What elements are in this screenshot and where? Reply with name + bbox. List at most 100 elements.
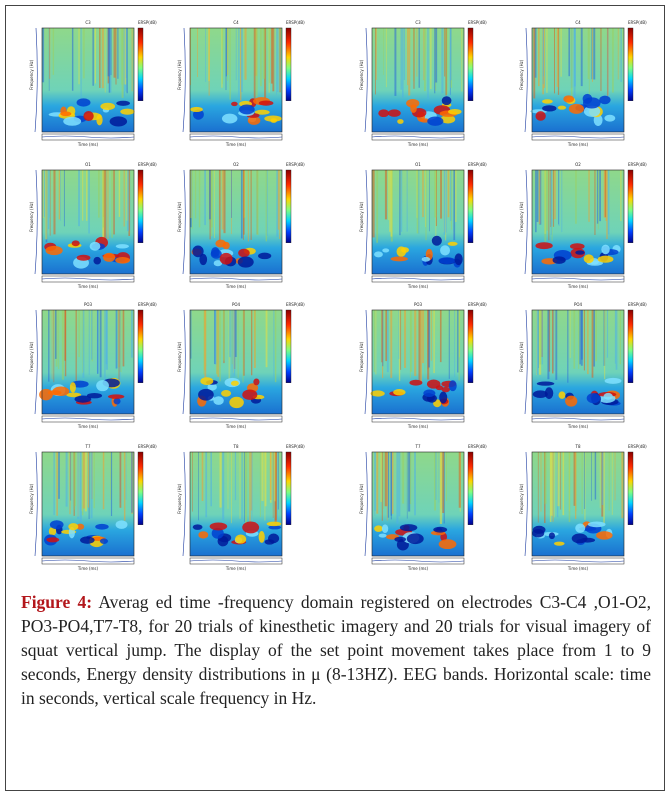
spectrogram-stripe — [445, 28, 447, 96]
spectrogram-stripe — [105, 310, 108, 365]
x-axis-label: Time (ms) — [407, 142, 429, 147]
spectrogram-blob — [108, 394, 125, 399]
spectrogram-stripe — [221, 170, 224, 230]
spectrogram-stripe — [99, 310, 102, 378]
spectrogram-stripe — [442, 452, 445, 513]
spectrogram-stripe — [537, 452, 539, 523]
spectrogram-stripe — [398, 452, 401, 517]
spectrogram-stripe — [276, 452, 278, 520]
y-axis-label: Frequency (Hz) — [359, 201, 364, 232]
spectrogram-stripe — [243, 170, 245, 235]
spectrogram-blob — [603, 392, 613, 400]
spectrogram-stripe — [385, 28, 387, 88]
erp-trace — [41, 277, 135, 281]
spectrogram-stripe — [595, 310, 597, 362]
spectrogram-stripe — [605, 170, 607, 221]
spectrogram-blob — [438, 257, 456, 264]
spectrogram-stripe — [244, 28, 247, 80]
spectrogram-blob — [448, 380, 457, 392]
spectrogram-stripe — [425, 170, 427, 241]
spectrogram-stripe — [261, 452, 264, 502]
colorbar-label: ERSP(dB) — [138, 20, 157, 25]
spectrogram-stripe — [98, 170, 100, 218]
spectrogram-border — [189, 169, 283, 275]
spectrogram-stripe — [227, 28, 228, 81]
spectrogram-stripe — [573, 452, 576, 506]
spectrogram-stripe — [429, 170, 430, 232]
spectrogram-stripe — [113, 28, 116, 78]
spectrogram-stripe — [591, 310, 594, 378]
spectrogram-stripe — [122, 310, 125, 367]
panel-title: T8 — [575, 444, 581, 449]
spectrogram-stripe — [97, 310, 99, 374]
spectrogram-stripe — [430, 28, 432, 89]
spectrogram-stripe — [218, 170, 221, 242]
spectrogram-stripe — [604, 170, 607, 218]
spectrogram-stripe — [430, 310, 432, 361]
spectrogram-stripe — [416, 28, 418, 77]
spectrogram-stripe — [119, 310, 121, 381]
spectrogram-panel: T8 ERSP(dB) Frequency (Hz) Time (ms) — [519, 444, 647, 571]
spectrogram-stripe — [55, 310, 58, 367]
spectrogram-blob — [374, 251, 383, 258]
spectrogram-blob — [199, 253, 208, 266]
spectrogram-blob — [221, 113, 238, 124]
spectrogram-stripe — [277, 170, 280, 230]
spectrogram-stripe — [264, 452, 267, 507]
spectrogram-stripe — [78, 28, 80, 85]
spectrogram-stripe — [214, 170, 215, 239]
spectrogram-stripe — [128, 170, 131, 236]
y-axis-label: Frequency (Hz) — [519, 201, 524, 232]
spectrogram-panel: C3 ERSP(dB) Frequency (Hz) Time (ms) — [29, 20, 157, 147]
spectrogram-blob — [583, 105, 601, 117]
spectrogram-stripe — [86, 170, 88, 221]
spectrogram-stripe — [259, 452, 261, 517]
spectrogram-stripe — [603, 170, 606, 218]
erp-trace — [531, 559, 625, 563]
panel-title: C4 — [575, 20, 581, 25]
spectrogram-stripe — [620, 170, 622, 222]
spectrogram-blob — [239, 104, 255, 115]
spectrum-trace — [34, 169, 38, 275]
spectrogram-stripe — [561, 170, 563, 233]
panel-title: PO3 — [84, 302, 93, 307]
spectrogram-stripe — [608, 452, 610, 511]
spectrogram-stripe — [88, 452, 90, 520]
spectrogram-stripe — [453, 170, 456, 241]
spectrogram-stripe — [434, 170, 437, 218]
spectrogram-stripe — [560, 28, 562, 77]
spectrogram-stripe — [588, 170, 590, 222]
spectrogram-stripe — [208, 28, 210, 96]
spectrogram-stripe — [543, 28, 545, 89]
spectrogram-stripe — [127, 170, 129, 232]
spectrum-trace — [182, 169, 186, 275]
spectrogram-blob — [213, 396, 224, 405]
spectrogram-stripe — [53, 170, 56, 235]
spectrogram-stripe — [556, 28, 559, 87]
panel-title: T8 — [233, 444, 239, 449]
spectrogram-blob — [552, 256, 566, 264]
spectrogram-blob — [247, 116, 261, 125]
spectrogram-stripe — [443, 170, 446, 235]
spectrogram-border — [371, 169, 465, 275]
spectrogram-stripe — [118, 170, 121, 217]
colorbar-label: ERSP(dB) — [138, 302, 157, 307]
x-axis-label: Time (ms) — [77, 424, 99, 429]
y-axis-label: Frequency (Hz) — [519, 483, 524, 514]
spectrogram-stripe — [376, 452, 379, 514]
spectrogram-stripe — [597, 170, 599, 230]
spectrogram-stripe — [575, 170, 577, 224]
spectrogram-stripe — [403, 28, 406, 81]
x-axis-label: Time (ms) — [567, 566, 589, 571]
spectrogram-stripe — [418, 310, 421, 381]
spectrogram-stripe — [567, 310, 569, 383]
spectrogram-blob — [115, 520, 128, 529]
spectrogram-stripe — [219, 452, 222, 508]
spectrogram-stripe — [546, 170, 549, 231]
panel-title: C3 — [415, 20, 421, 25]
spectrogram-stripe — [607, 170, 610, 235]
spectrogram-stripe — [117, 28, 119, 79]
spectrogram-stripe — [593, 310, 595, 367]
spectrogram-stripe — [231, 310, 233, 379]
spectrogram-stripe — [107, 28, 110, 77]
